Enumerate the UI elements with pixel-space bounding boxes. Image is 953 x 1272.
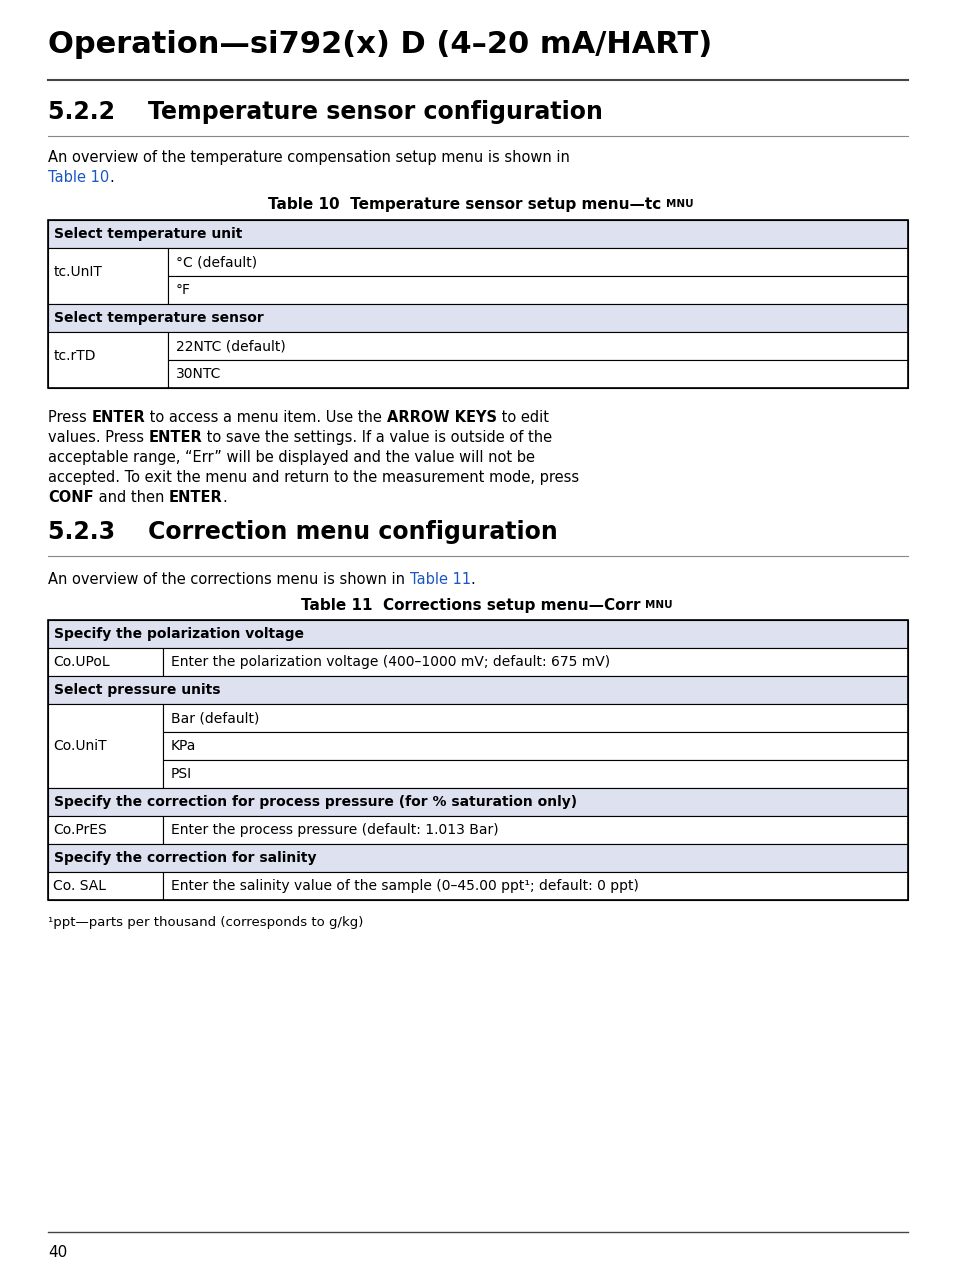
Bar <box>48 787 907 817</box>
Text: Select pressure units: Select pressure units <box>54 683 220 697</box>
Bar <box>163 817 907 845</box>
Bar <box>48 817 163 845</box>
Bar <box>48 619 907 901</box>
Text: Specify the correction for process pressure (for % saturation only): Specify the correction for process press… <box>54 795 577 809</box>
Text: Bar (default): Bar (default) <box>171 711 259 725</box>
Bar <box>48 248 168 304</box>
Bar <box>48 647 163 675</box>
Text: Select temperature sensor: Select temperature sensor <box>54 310 263 326</box>
Text: 30NTC: 30NTC <box>175 368 221 382</box>
Text: ¹ppt—parts per thousand (corresponds to g/kg): ¹ppt—parts per thousand (corresponds to … <box>48 916 363 929</box>
Bar <box>163 731 907 759</box>
Bar <box>168 332 907 360</box>
Text: Operation—si792(x) D (4–20 mA/HART): Operation—si792(x) D (4–20 mA/HART) <box>48 31 712 59</box>
Bar <box>48 845 907 873</box>
Text: Press: Press <box>48 410 91 425</box>
Text: .: . <box>110 170 113 184</box>
Bar <box>163 647 907 675</box>
Bar <box>48 220 907 388</box>
Text: Table 10  Temperature sensor setup menu—tc: Table 10 Temperature sensor setup menu—t… <box>268 197 666 212</box>
Text: Table 11: Table 11 <box>409 572 470 586</box>
Text: to edit: to edit <box>497 410 548 425</box>
Text: ENTER: ENTER <box>91 410 145 425</box>
Text: .: . <box>470 572 475 586</box>
Bar <box>48 675 907 703</box>
Text: An overview of the temperature compensation setup menu is shown in: An overview of the temperature compensat… <box>48 150 569 165</box>
Bar <box>48 304 907 332</box>
Text: Co.UniT: Co.UniT <box>53 739 107 753</box>
Text: acceptable range, “Err” will be displayed and the value will not be: acceptable range, “Err” will be displaye… <box>48 450 535 466</box>
Text: 5.2.3    Correction menu configuration: 5.2.3 Correction menu configuration <box>48 520 558 544</box>
Text: Enter the polarization voltage (400–1000 mV; default: 675 mV): Enter the polarization voltage (400–1000… <box>171 655 610 669</box>
Text: Specify the polarization voltage: Specify the polarization voltage <box>54 627 304 641</box>
Text: CONF: CONF <box>48 490 93 505</box>
Text: ENTER: ENTER <box>169 490 222 505</box>
Text: and then: and then <box>93 490 169 505</box>
Text: ARROW KEYS: ARROW KEYS <box>386 410 497 425</box>
Text: Enter the process pressure (default: 1.013 Bar): Enter the process pressure (default: 1.0… <box>171 823 498 837</box>
Bar <box>48 220 907 248</box>
Text: MNU: MNU <box>666 198 694 209</box>
Bar <box>48 332 168 388</box>
Text: °C (default): °C (default) <box>175 254 257 268</box>
Text: to save the settings. If a value is outside of the: to save the settings. If a value is outs… <box>202 430 552 445</box>
Bar <box>168 276 907 304</box>
Text: PSI: PSI <box>171 767 192 781</box>
Text: .: . <box>222 490 227 505</box>
Text: MNU: MNU <box>644 600 672 611</box>
Text: Co. SAL: Co. SAL <box>53 879 106 893</box>
Text: 22NTC (default): 22NTC (default) <box>175 340 286 354</box>
Text: values. Press: values. Press <box>48 430 149 445</box>
Text: tc.UnIT: tc.UnIT <box>54 265 103 279</box>
Bar <box>163 759 907 787</box>
Text: 5.2.2    Temperature sensor configuration: 5.2.2 Temperature sensor configuration <box>48 100 602 123</box>
Bar <box>168 248 907 276</box>
Text: °F: °F <box>175 282 191 296</box>
Text: ENTER: ENTER <box>149 430 202 445</box>
Text: tc.rTD: tc.rTD <box>54 349 96 363</box>
Text: 40: 40 <box>48 1245 67 1261</box>
Bar <box>48 619 907 647</box>
Text: accepted. To exit the menu and return to the measurement mode, press: accepted. To exit the menu and return to… <box>48 469 578 485</box>
Text: Select temperature unit: Select temperature unit <box>54 226 242 240</box>
Text: An overview of the corrections menu is shown in: An overview of the corrections menu is s… <box>48 572 409 586</box>
Text: to access a menu item. Use the: to access a menu item. Use the <box>145 410 386 425</box>
Text: Enter the salinity value of the sample (0–45.00 ppt¹; default: 0 ppt): Enter the salinity value of the sample (… <box>171 879 639 893</box>
Bar <box>168 360 907 388</box>
Bar <box>48 873 163 901</box>
Text: Co.PrES: Co.PrES <box>53 823 107 837</box>
Bar <box>48 703 163 787</box>
Bar <box>163 703 907 731</box>
Text: KPa: KPa <box>171 739 196 753</box>
Text: Table 11  Corrections setup menu—Corr: Table 11 Corrections setup menu—Corr <box>300 598 644 613</box>
Bar <box>163 873 907 901</box>
Text: Specify the correction for salinity: Specify the correction for salinity <box>54 851 316 865</box>
Text: Table 10: Table 10 <box>48 170 110 184</box>
Text: Co.UPoL: Co.UPoL <box>53 655 110 669</box>
